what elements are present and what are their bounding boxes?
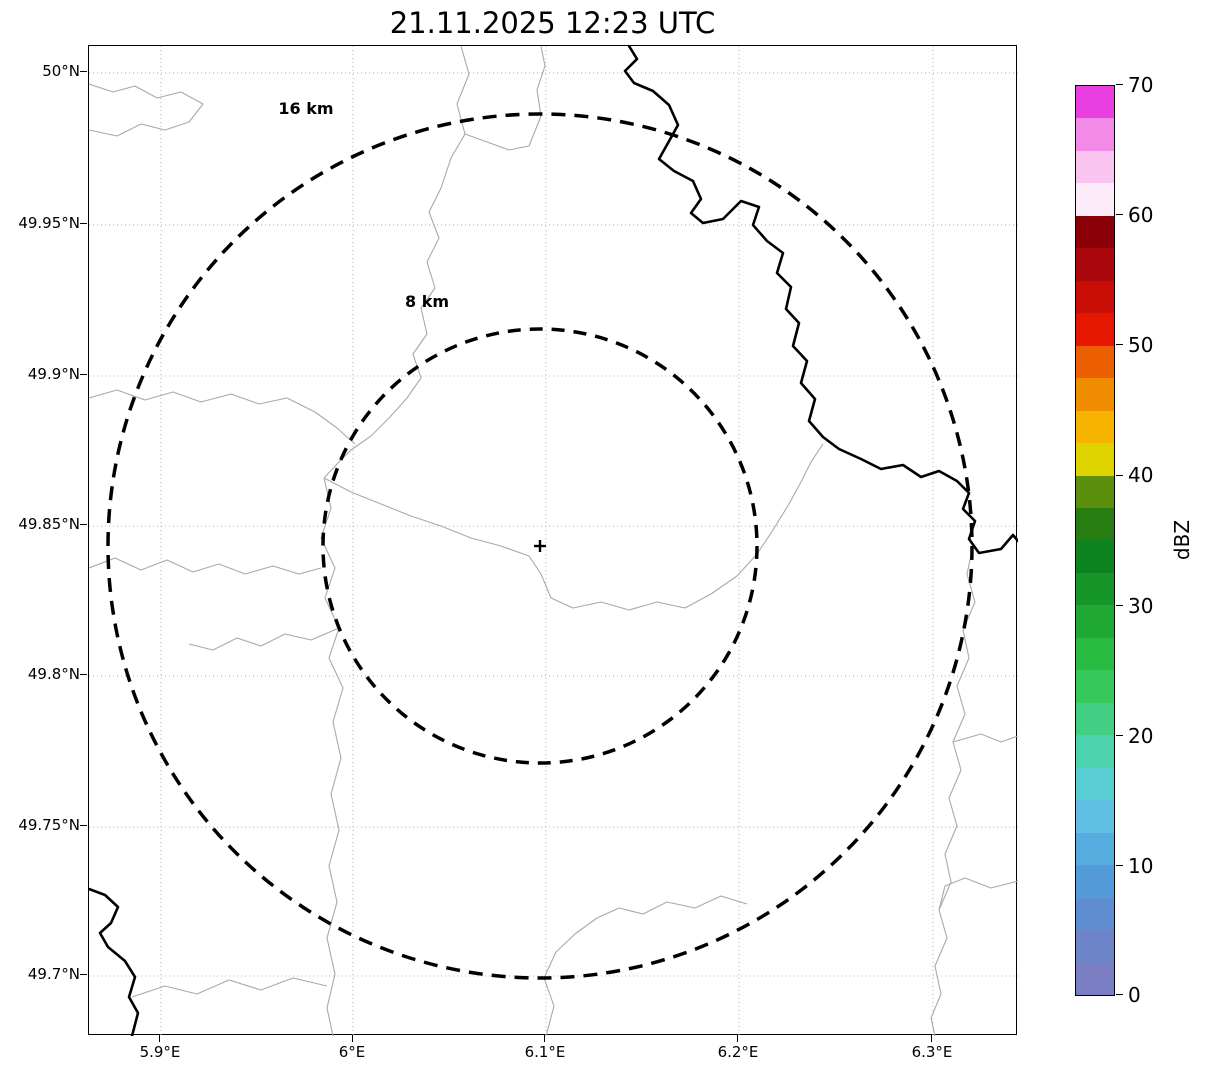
admin-boundaries: [89, 46, 1018, 1036]
x-tick-label: 6.3°E: [911, 1043, 953, 1061]
colorbar-tick-label: 60: [1128, 203, 1154, 227]
x-tick-label: 6°E: [338, 1043, 366, 1061]
y-tick-mark: [80, 524, 87, 526]
y-tick-mark: [80, 374, 87, 376]
range-ring-8km: [321, 327, 759, 765]
ring-label-16km: 16 km: [278, 99, 334, 118]
x-tick-label: 6.1°E: [524, 1043, 566, 1061]
colorbar-segment: [1076, 150, 1114, 184]
colorbar-segment: [1076, 800, 1114, 833]
colorbar-segment: [1076, 507, 1114, 541]
colorbar-segment: [1076, 215, 1114, 249]
colorbar-tick-mark: [1116, 735, 1123, 737]
colorbar-segment: [1076, 378, 1114, 411]
colorbar-segments: [1076, 85, 1114, 995]
colorbar: [1075, 85, 1115, 996]
y-tick-label: 49.75°N: [18, 816, 80, 834]
colorbar-segment: [1076, 865, 1114, 898]
river-path-southwest: [89, 887, 140, 1036]
colorbar-segment: [1076, 930, 1114, 963]
colorbar-segment: [1076, 248, 1114, 281]
colorbar-segment: [1076, 767, 1114, 801]
y-tick-mark: [80, 974, 87, 976]
boundary-path: [952, 733, 1018, 743]
colorbar-segment: [1076, 962, 1114, 995]
boundary-path: [323, 46, 470, 479]
colorbar-segment: [1076, 313, 1114, 346]
colorbar-segment: [1076, 702, 1114, 736]
colorbar-tick-label: 20: [1128, 724, 1154, 748]
colorbar-tick-mark: [1116, 84, 1123, 86]
boundary-path: [464, 46, 546, 151]
y-tick-label: 49.95°N: [18, 214, 80, 232]
colorbar-unit-label: dBZ: [1170, 519, 1194, 561]
radar-site-marker: [534, 540, 546, 552]
y-tick-label: 49.7°N: [27, 965, 80, 983]
boundary-path: [938, 877, 1018, 911]
x-tick-mark: [931, 1035, 933, 1042]
colorbar-tick-label: 50: [1128, 333, 1154, 357]
colorbar-tick-mark: [1116, 344, 1123, 346]
x-tick-mark: [352, 1035, 354, 1042]
y-tick-label: 49.9°N: [27, 365, 80, 383]
boundary-path: [89, 557, 322, 575]
colorbar-tick-label: 10: [1128, 854, 1154, 878]
map-svg: [89, 46, 1018, 1036]
ring-label-8km: 8 km: [404, 292, 449, 311]
colorbar-segment: [1076, 280, 1114, 314]
colorbar-tick-label: 40: [1128, 463, 1154, 487]
colorbar-segment: [1076, 540, 1114, 573]
figure-title: 21.11.2025 12:23 UTC: [389, 6, 716, 40]
x-tick-mark: [737, 1035, 739, 1042]
colorbar-tick-label: 0: [1128, 983, 1141, 1007]
y-tick-mark: [80, 223, 87, 225]
map-plot-area: 16 km 8 km: [88, 45, 1018, 1036]
x-tick-mark: [159, 1035, 161, 1042]
boundary-path: [320, 477, 344, 1036]
colorbar-segment: [1076, 897, 1114, 931]
colorbar-segment: [1076, 85, 1114, 119]
colorbar-segment: [1076, 605, 1114, 638]
boundary-path: [323, 443, 824, 611]
river-lines: [89, 46, 1018, 1036]
colorbar-tick-mark: [1116, 475, 1123, 477]
boundary-path: [89, 83, 204, 137]
x-tick-label: 5.9°E: [139, 1043, 181, 1061]
colorbar-tick-label: 30: [1128, 594, 1154, 618]
colorbar-segment: [1076, 735, 1114, 768]
boundary-path: [930, 545, 976, 1036]
x-tick-mark: [544, 1035, 546, 1042]
colorbar-segment: [1076, 572, 1114, 606]
colorbar-tick-mark: [1116, 865, 1123, 867]
colorbar-segment: [1076, 475, 1114, 508]
colorbar-segment: [1076, 118, 1114, 151]
colorbar-segment: [1076, 670, 1114, 703]
y-tick-label: 49.85°N: [18, 515, 80, 533]
colorbar-segment: [1076, 832, 1114, 866]
boundary-path: [131, 977, 328, 998]
colorbar-segment: [1076, 183, 1114, 216]
x-tick-label: 6.2°E: [717, 1043, 759, 1061]
range-ring-16km: [106, 112, 974, 980]
y-tick-label: 49.8°N: [27, 665, 80, 683]
boundary-path: [543, 895, 748, 1036]
colorbar-segment: [1076, 637, 1114, 671]
colorbar-tick-mark: [1116, 605, 1123, 607]
colorbar-tick-mark: [1116, 994, 1123, 996]
gridlines: [89, 46, 1018, 1036]
boundary-path: [89, 389, 356, 445]
y-tick-mark: [80, 825, 87, 827]
colorbar-tick-mark: [1116, 214, 1123, 216]
boundary-path: [188, 627, 340, 651]
colorbar-segment: [1076, 410, 1114, 444]
y-tick-mark: [80, 674, 87, 676]
colorbar-tick-label: 70: [1128, 73, 1154, 97]
colorbar-segment: [1076, 345, 1114, 379]
river-path: [623, 46, 1018, 555]
colorbar-segment: [1076, 443, 1114, 476]
y-tick-mark: [80, 71, 87, 73]
y-tick-label: 50°N: [42, 62, 80, 80]
